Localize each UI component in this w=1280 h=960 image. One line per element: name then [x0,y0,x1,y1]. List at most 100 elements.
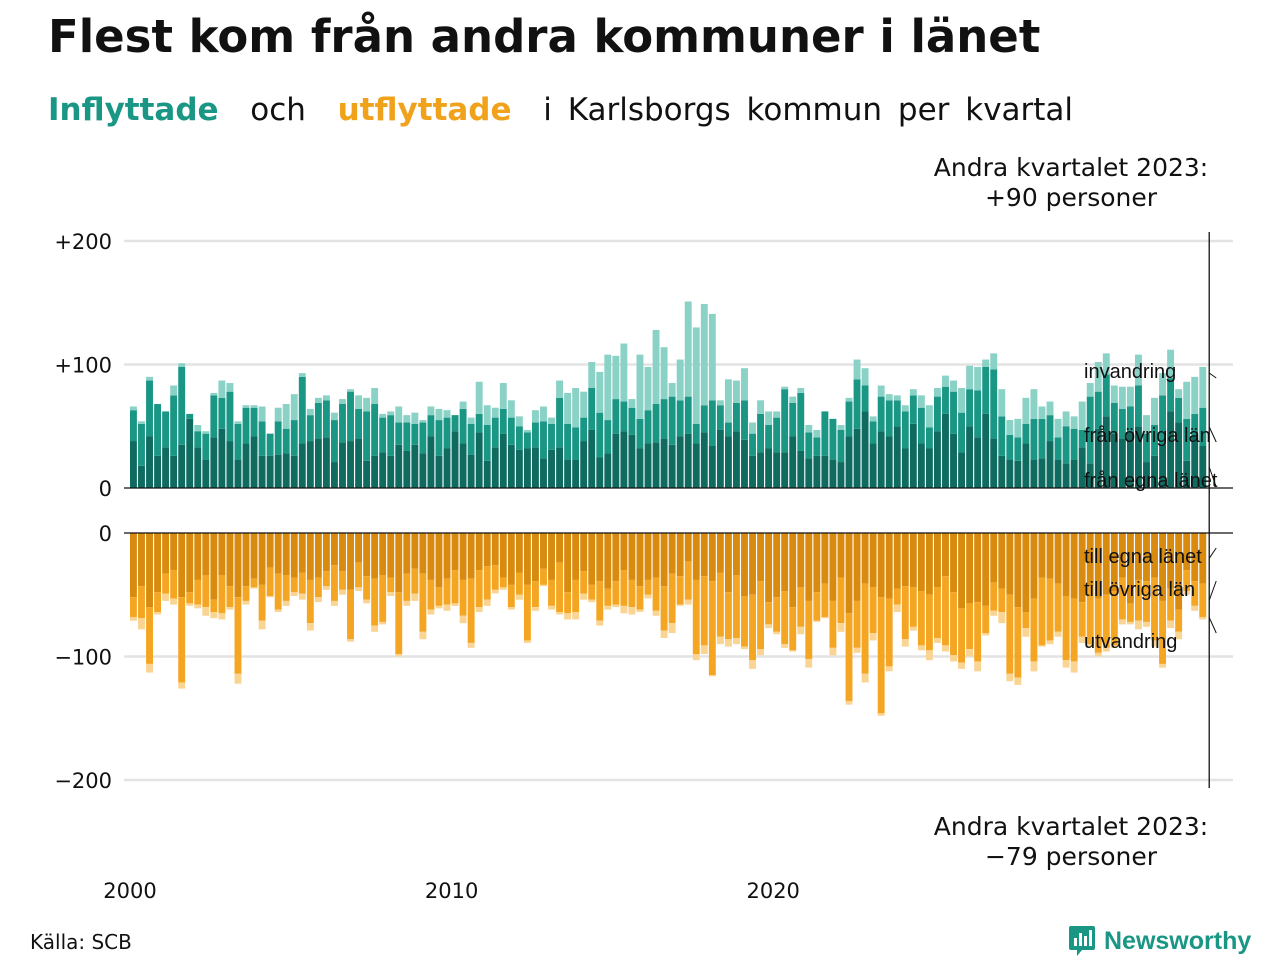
bar-outflow [861,583,869,674]
bar-outflow [1102,533,1110,595]
bar-inflow [628,399,636,408]
bar-outflow [282,574,290,601]
bar-outflow [741,595,748,647]
bar-outflow [186,603,194,606]
bar-inflow [540,458,547,488]
bar-inflow [580,417,588,442]
bar-outflow [982,633,990,636]
bar-outflow [170,533,178,571]
bar-inflow [612,399,620,434]
bar-inflow [515,426,523,450]
bar-outflow [644,594,652,599]
bar-outflow [668,573,676,624]
bar-outflow [234,673,242,684]
subtitle-utflyttade: utflyttade [337,92,512,128]
bar-inflow [322,400,330,438]
bar-outflow [1151,640,1158,647]
bar-outflow [467,578,475,643]
bar-outflow [869,633,877,641]
bar-inflow [1014,460,1022,488]
bar-outflow [797,587,805,627]
bar-inflow [869,416,877,422]
bar-outflow [749,660,756,669]
bar-inflow [467,423,475,455]
bar-outflow [178,597,186,683]
bar-outflow [451,570,459,604]
y-tick-label: −200 [54,769,112,793]
bar-outflow [419,631,427,640]
bar-inflow [733,402,740,432]
bar-inflow [1062,426,1070,464]
bar-outflow [692,654,700,661]
bar-outflow [789,533,797,608]
bar-inflow [194,431,202,448]
bar-outflow [1191,581,1199,606]
bar-inflow [322,437,330,489]
bar-inflow [298,376,306,444]
bar-outflow [821,616,829,619]
bar-inflow [885,394,893,401]
bar-outflow [130,533,137,598]
bar-inflow [451,431,459,488]
bar-inflow [958,452,966,489]
bar-inflow [861,385,869,412]
bar-inflow [1030,459,1038,489]
bar-outflow [942,533,949,577]
bar-outflow [1046,578,1054,641]
x-tick-label: 2010 [425,879,478,900]
bar-inflow [652,442,660,489]
bar-inflow [1038,458,1046,488]
bar-outflow [210,612,218,619]
series-label-inflow: från övriga län [1084,425,1211,447]
bar-outflow [186,592,194,604]
bar-inflow [966,365,974,390]
bar-outflow [491,589,499,594]
bar-outflow [258,533,266,585]
bar-inflow [853,379,861,429]
bar-inflow [419,420,427,423]
bar-outflow [548,605,555,610]
bar-outflow [733,637,740,645]
bar-outflow [322,533,330,572]
bar-inflow [1199,366,1207,408]
bar-inflow [1102,353,1110,375]
bar-inflow [1102,416,1110,488]
bar-inflow [901,405,909,412]
bar-inflow [507,417,515,445]
bar-inflow [435,408,443,421]
bar-outflow [242,600,250,605]
bar-outflow [282,533,290,575]
bar-inflow [532,422,539,448]
bar-inflow [1110,385,1118,403]
bar-outflow [596,581,604,621]
bar-outflow [998,588,1006,613]
bar-outflow [612,581,620,605]
bar-outflow [877,533,885,598]
bar-outflow [861,673,869,683]
bar-inflow [917,395,925,408]
annotations: Andra kvartalet 2023: +90 personer Andra… [934,153,1208,871]
bar-inflow [234,459,242,489]
bar-outflow [266,595,274,598]
bar-outflow [1038,577,1046,646]
bar-outflow [170,598,178,605]
leader-line [1208,617,1217,634]
bar-inflow [604,354,612,421]
bar-inflow [548,423,555,450]
series-label-inflow: från egna länet [1084,470,1218,492]
bar-outflow [588,599,596,603]
bar-outflow [1110,533,1118,592]
bar-outflow [459,533,467,580]
bar-inflow [749,455,756,488]
bar-inflow [331,462,338,488]
bar-outflow [917,645,925,651]
bar-outflow [298,533,306,573]
bar-inflow [668,444,676,488]
bar-outflow [676,533,684,577]
bar-outflow [1159,663,1167,668]
bar-outflow [226,533,234,587]
bar-outflow [781,591,789,645]
bar-outflow [1135,620,1142,630]
bar-outflow [523,584,531,641]
bar-inflow [668,396,676,445]
